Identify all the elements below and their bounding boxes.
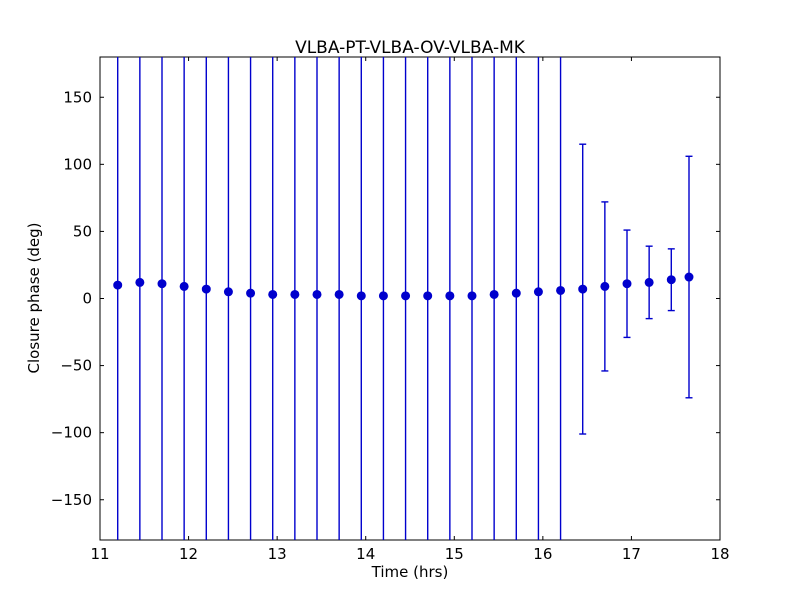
svg-text:0: 0 <box>82 290 92 308</box>
svg-text:17: 17 <box>622 545 641 563</box>
svg-text:15: 15 <box>445 545 464 563</box>
svg-text:100: 100 <box>63 155 92 173</box>
y-axis-label: Closure phase (deg) <box>25 222 43 374</box>
svg-text:14: 14 <box>356 545 375 563</box>
svg-text:−50: −50 <box>60 357 92 375</box>
svg-text:150: 150 <box>63 88 92 106</box>
svg-text:16: 16 <box>533 545 552 563</box>
plot-title: VLBA-PT-VLBA-OV-VLBA-MK <box>295 38 525 58</box>
svg-text:18: 18 <box>710 545 729 563</box>
svg-text:50: 50 <box>73 222 92 240</box>
svg-text:12: 12 <box>179 545 198 563</box>
svg-text:−150: −150 <box>51 491 92 509</box>
svg-text:13: 13 <box>268 545 287 563</box>
svg-text:−100: −100 <box>51 424 92 442</box>
svg-text:11: 11 <box>90 545 109 563</box>
x-axis-label: Time (hrs) <box>371 563 449 581</box>
